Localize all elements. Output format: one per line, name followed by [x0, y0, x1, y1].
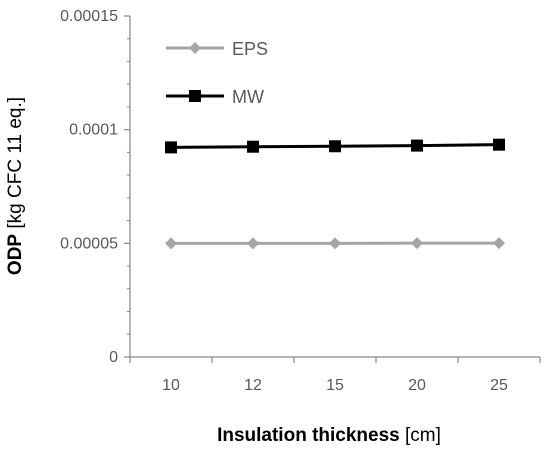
legend-item-mw: MW: [166, 87, 264, 107]
y-tick-label: 0.00015: [60, 8, 118, 25]
eps-point: [165, 237, 177, 250]
series-eps: [165, 237, 505, 250]
x-axis-title: Insulation thickness [cm]: [217, 425, 441, 446]
y-tick-label: 0: [109, 349, 118, 366]
x-tick-label: 20: [408, 377, 426, 394]
x-tick-label: 10: [162, 377, 180, 394]
y-axis-title-main: ODP: [5, 234, 26, 276]
legend-label: EPS: [232, 39, 268, 59]
legend-swatch-marker: [189, 42, 201, 54]
x-axis-title-main: Insulation thickness: [217, 425, 400, 446]
series-mw: [165, 138, 505, 154]
legend: EPS MW: [166, 39, 268, 107]
mw-point: [247, 140, 259, 153]
mw-point: [493, 138, 505, 151]
x-tick-label: 25: [490, 377, 508, 394]
legend-swatch-marker: [189, 90, 201, 102]
series-layer: [165, 138, 505, 250]
eps-point: [493, 237, 505, 250]
mw-point: [165, 141, 177, 154]
tick-labels: 0 0.00005 0.0001 0.00015 10 12 15 20 25: [60, 8, 508, 394]
x-axis-title-unit: [cm]: [405, 425, 441, 446]
legend-label: MW: [232, 87, 264, 107]
mw-point: [411, 139, 423, 152]
axes: [124, 15, 541, 363]
y-axis-title: ODP [kg CFC 11 eq.]: [5, 97, 26, 275]
y-axis-title-unit: [kg CFC 11 eq.]: [5, 97, 26, 229]
y-tick-label: 0.0001: [69, 122, 118, 139]
eps-point: [411, 237, 423, 250]
x-tick-label: 12: [244, 377, 262, 394]
y-tick-label: 0.00005: [60, 235, 118, 252]
legend-item-eps: EPS: [166, 39, 268, 59]
eps-point: [329, 237, 341, 250]
eps-point: [247, 237, 259, 250]
mw-point: [329, 140, 341, 153]
x-tick-label: 15: [326, 377, 344, 394]
